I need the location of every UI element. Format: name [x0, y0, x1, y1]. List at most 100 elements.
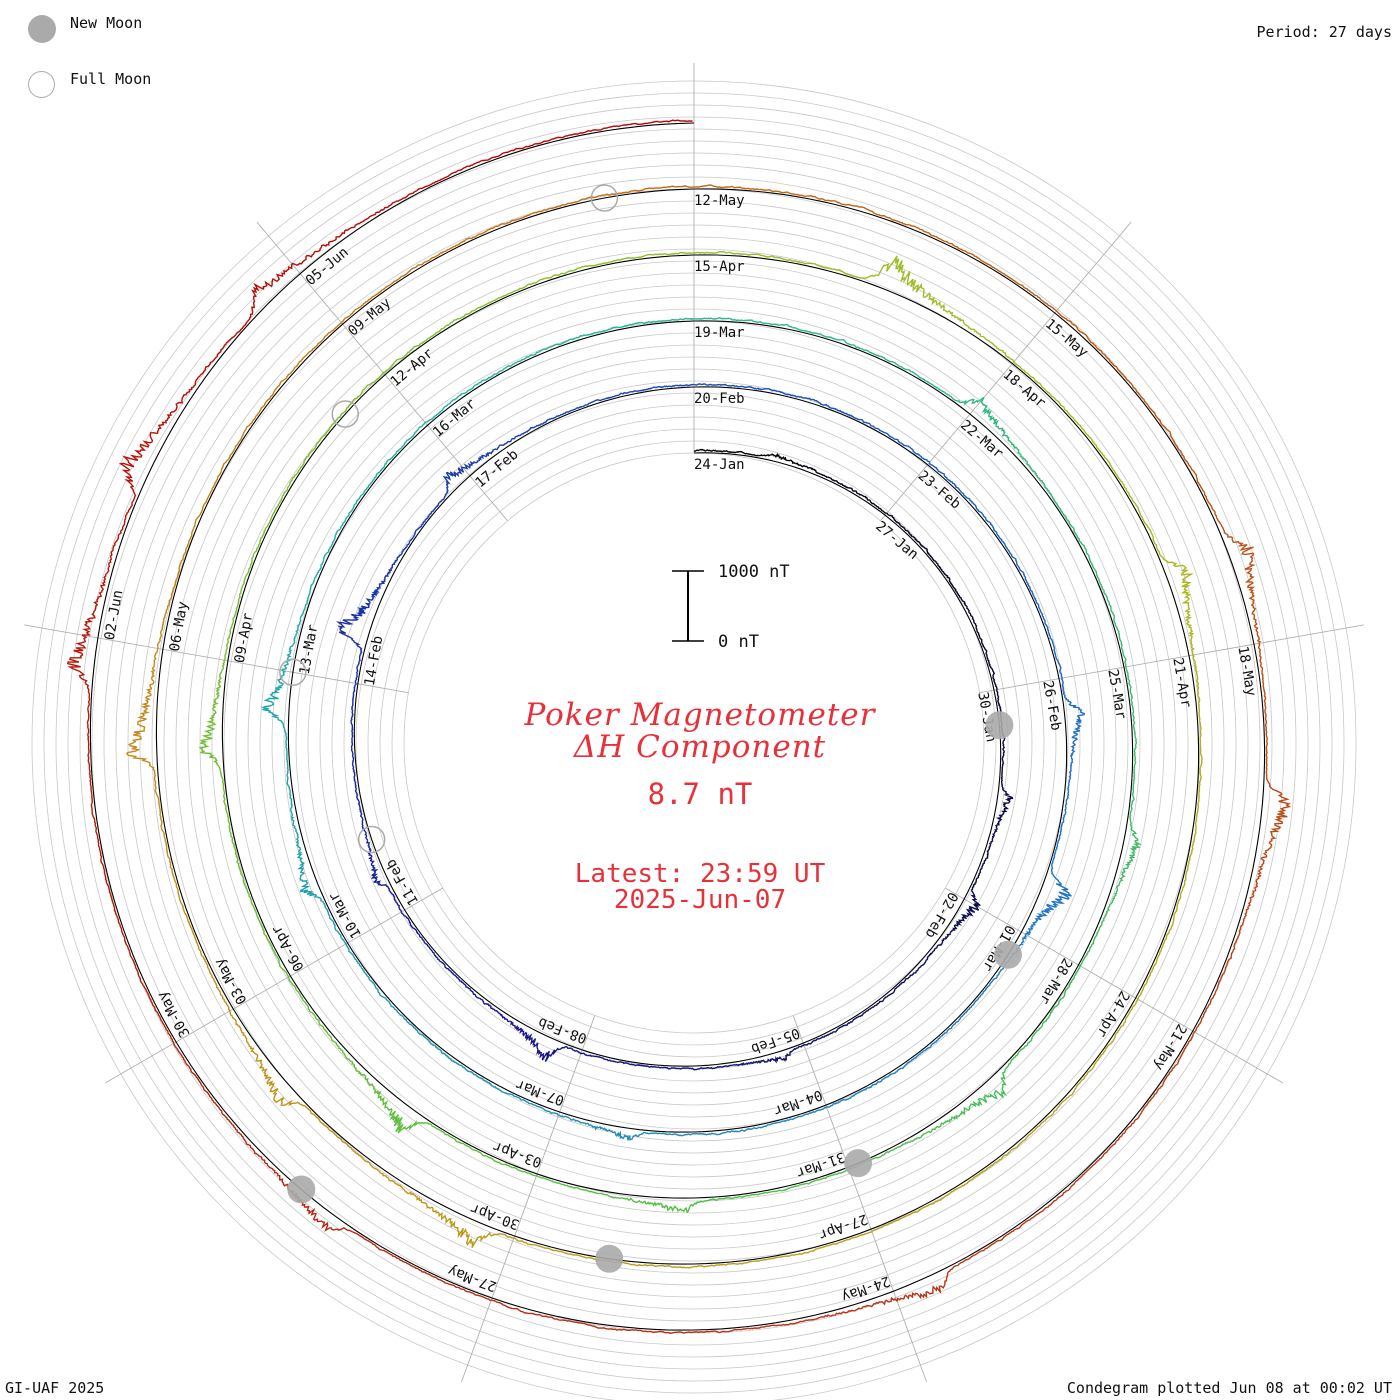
data-trace-segment	[1147, 404, 1186, 460]
data-trace-segment	[981, 832, 996, 868]
data-trace-segment	[365, 840, 379, 880]
data-trace-segment	[1215, 517, 1256, 578]
data-trace-segment	[746, 1184, 800, 1197]
data-trace-segment	[536, 1175, 589, 1192]
data-trace-segment	[402, 1016, 439, 1049]
data-trace-segment	[199, 321, 248, 376]
data-trace-segment	[1013, 361, 1058, 402]
data-trace-segment	[372, 981, 404, 1018]
data-trace-segment	[1033, 596, 1051, 637]
data-trace-segment	[391, 249, 447, 285]
data-trace-segment	[491, 1299, 558, 1320]
data-trace-segment	[505, 346, 551, 369]
data-trace-segment	[236, 552, 255, 607]
data-trace-segment	[1113, 616, 1127, 667]
data-trace-segment	[798, 1168, 850, 1186]
data-trace-segment	[537, 1046, 582, 1062]
data-trace-segment	[731, 1058, 770, 1067]
data-trace-segment	[869, 985, 899, 1010]
data-trace-segment	[867, 1064, 907, 1089]
data-trace-segment	[343, 372, 384, 414]
data-trace-segment	[928, 462, 962, 492]
data-trace-segment	[345, 943, 374, 983]
data-trace-segment	[625, 1328, 695, 1334]
data-trace-segment	[125, 710, 156, 775]
data-trace-segment	[829, 1296, 898, 1317]
data-trace-segment	[792, 326, 841, 341]
data-trace-segment	[475, 284, 528, 310]
data-trace-segment	[550, 124, 622, 141]
data-trace-segment	[863, 255, 923, 293]
data-trace-segment	[837, 1008, 870, 1030]
data-trace-segment	[1049, 636, 1063, 679]
data-trace-segment	[1024, 898, 1066, 936]
latest-date: 2025-Jun-07	[613, 885, 787, 915]
data-trace-segment	[1127, 491, 1156, 545]
data-trace-segment	[212, 660, 226, 716]
data-trace-segment	[228, 824, 244, 879]
data-trace-segment	[504, 203, 567, 225]
data-trace-segment	[896, 1265, 957, 1302]
data-trace-segment	[945, 240, 1004, 275]
data-trace-segment	[424, 392, 465, 424]
credit-label: GI-UAF 2025	[5, 1379, 105, 1397]
data-trace-segment	[304, 1205, 368, 1241]
data-trace-segment	[307, 411, 345, 457]
data-trace-segment	[694, 1260, 755, 1268]
data-trace-segment	[993, 797, 1011, 834]
grid-spoke	[104, 887, 444, 1084]
data-trace-segment	[1094, 569, 1116, 618]
data-trace-segment	[400, 911, 426, 944]
data-trace-segment	[1181, 594, 1195, 656]
series-delta-h	[66, 119, 1292, 1334]
data-trace-segment	[253, 503, 280, 554]
data-trace-segment	[1002, 272, 1057, 312]
data-trace-segment	[943, 1093, 992, 1124]
data-trace-segment	[629, 185, 695, 193]
data-trace-segment	[357, 801, 369, 841]
baseline-spiral	[89, 122, 1266, 1331]
data-trace-segment	[893, 438, 931, 463]
data-trace-segment	[107, 500, 134, 569]
data-trace-segment	[922, 287, 969, 327]
data-trace-segment	[89, 778, 101, 849]
data-trace-segment	[871, 1205, 927, 1233]
new-moon-marker	[985, 711, 1014, 740]
scale-bar-top-label: 1000 nT	[718, 562, 790, 582]
scale-bar-bottom-label: 0 nT	[718, 632, 759, 652]
data-trace-segment	[322, 902, 347, 945]
data-trace-segment	[885, 216, 946, 243]
data-trace-segment	[926, 1174, 979, 1207]
data-trace-segment	[813, 1231, 873, 1251]
data-trace-segment	[446, 223, 506, 252]
data-trace-segment	[335, 602, 371, 642]
data-trace-segment	[930, 382, 985, 406]
data-trace-segment	[366, 1239, 428, 1275]
chart-title: Poker Magnetometer	[524, 697, 876, 733]
data-trace-segment	[558, 1114, 604, 1131]
date-tick-label: 30-Apr	[468, 1200, 521, 1232]
data-trace-segment	[1264, 709, 1268, 777]
data-trace-segment	[401, 1186, 453, 1228]
data-trace-segment	[281, 624, 300, 671]
data-trace-segment	[693, 383, 736, 388]
data-trace-segment	[807, 262, 864, 279]
data-trace-segment	[163, 836, 180, 898]
data-trace-segment	[295, 322, 342, 368]
data-trace-segment	[1247, 844, 1273, 910]
data-trace-segment	[652, 383, 695, 389]
data-trace-segment	[856, 417, 895, 440]
data-trace-segment	[498, 426, 536, 447]
new-moon-legend-icon	[28, 15, 56, 43]
data-trace-segment	[351, 762, 360, 803]
grid-spoke	[24, 624, 409, 694]
data-trace-segment	[193, 470, 223, 528]
data-trace-segment	[905, 1036, 942, 1066]
data-trace-segment	[754, 1249, 815, 1263]
data-trace-segment	[1042, 482, 1072, 526]
data-trace-segment	[565, 191, 630, 206]
data-trace-segment	[1056, 399, 1096, 445]
data-trace-segment	[886, 512, 913, 538]
data-trace-segment	[1129, 768, 1136, 821]
